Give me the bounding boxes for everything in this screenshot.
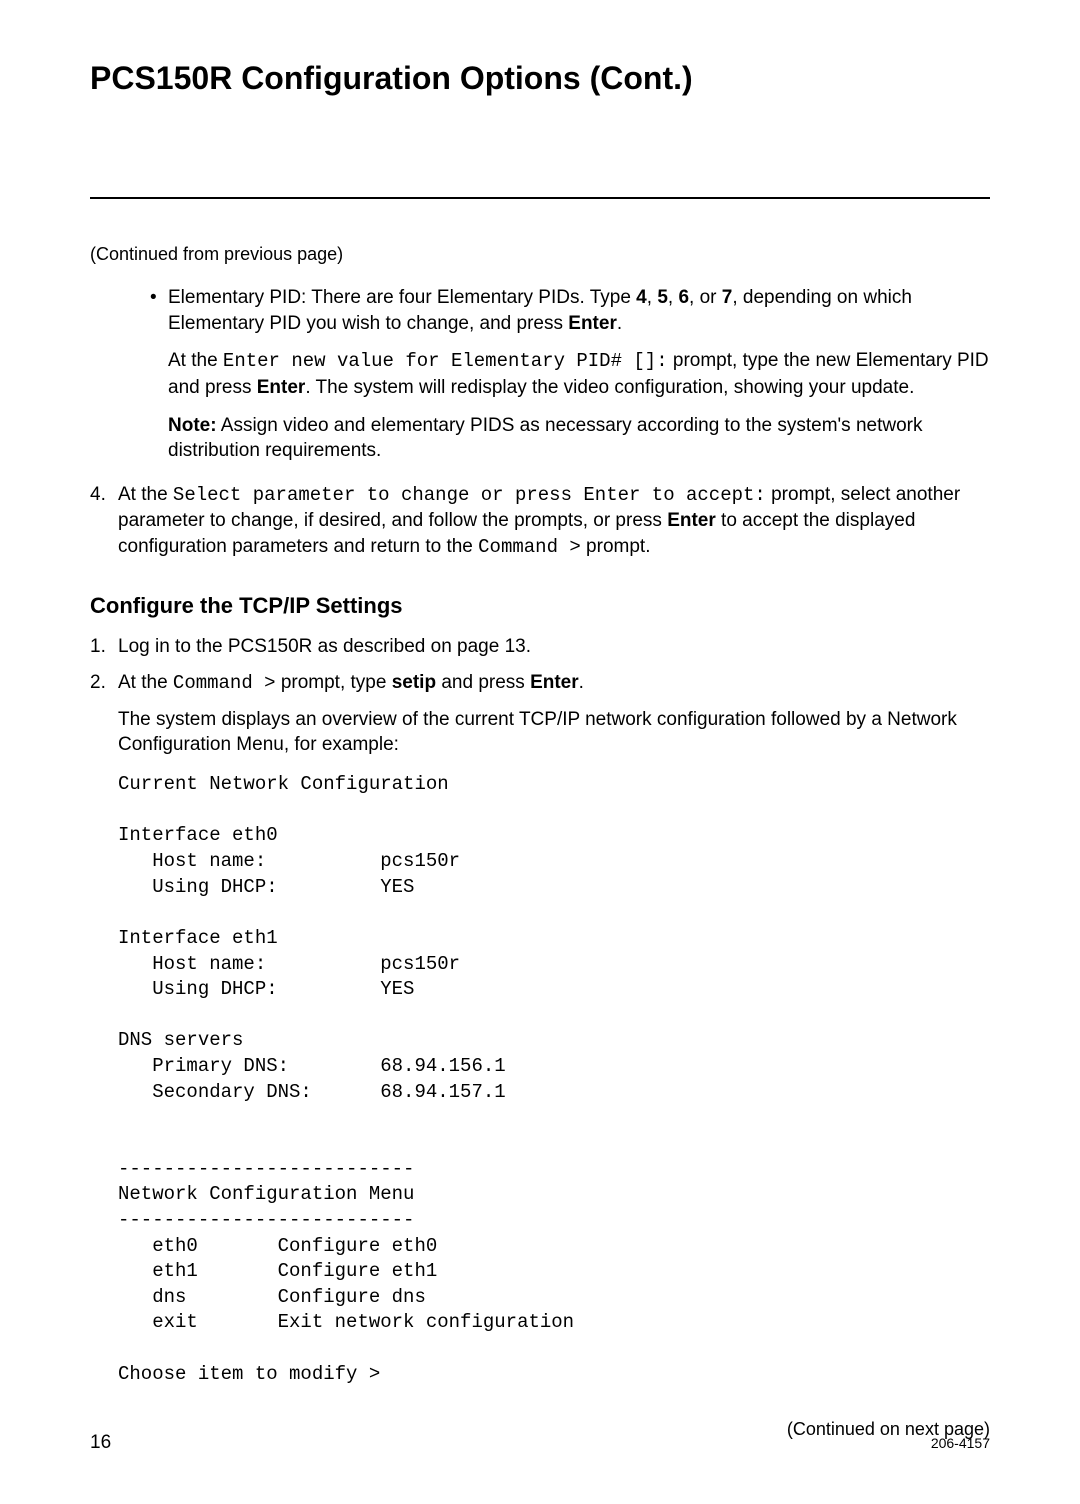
step-4: 4. At the Select parameter to change or … <box>90 482 990 561</box>
bold-7: 7 <box>722 287 733 308</box>
bold-4: 4 <box>636 287 647 308</box>
sub-para-note: Note: Assign video and elementary PIDS a… <box>168 413 990 464</box>
code-command: Command > <box>478 536 581 558</box>
page-footer: 16 206-4157 <box>90 1432 990 1454</box>
text: prompt. <box>581 536 651 557</box>
text: prompt, type <box>276 672 392 693</box>
text: At the <box>168 350 223 371</box>
terminal-output: Current Network Configuration Interface … <box>90 772 990 1387</box>
bullet-elementary-pid: Elementary PID: There are four Elementar… <box>150 285 990 464</box>
bold-enter: Enter <box>530 672 579 693</box>
text: , <box>668 287 679 308</box>
text: and press <box>436 672 530 693</box>
bold-5: 5 <box>657 287 668 308</box>
text: At the <box>118 672 173 693</box>
step-number: 2. <box>90 670 106 696</box>
text: Log in to the PCS150R as described on pa… <box>118 636 531 657</box>
step-number: 4. <box>90 482 106 508</box>
code-prompt: Enter new value for Elementary PID# []: <box>223 350 668 372</box>
tcpip-step-2-follow: The system displays an overview of the c… <box>90 707 990 758</box>
bold-enter: Enter <box>257 377 306 398</box>
tcpip-step-1: 1. Log in to the PCS150R as described on… <box>90 634 990 660</box>
text: , <box>647 287 658 308</box>
text: Elementary PID: There are four Elementar… <box>168 287 636 308</box>
continued-from-label: (Continued from previous page) <box>90 244 990 265</box>
note-label: Note: <box>168 415 217 436</box>
code-select-param: Select parameter to change or press Ente… <box>173 484 766 506</box>
page-number: 16 <box>90 1432 111 1454</box>
sub-para-at-prompt: At the Enter new value for Elementary PI… <box>168 348 990 400</box>
bold-enter: Enter <box>568 313 617 334</box>
text: . <box>617 313 622 334</box>
tcpip-step-2: 2. At the Command > prompt, type setip a… <box>90 670 990 697</box>
text: . The system will redisplay the video co… <box>305 377 914 398</box>
step-number: 1. <box>90 634 106 660</box>
text: At the <box>118 484 173 505</box>
bold-setip: setip <box>392 672 436 693</box>
bold-6: 6 <box>678 287 689 308</box>
document-number: 206-4157 <box>931 1435 990 1451</box>
divider-line <box>90 197 990 199</box>
section-heading-tcpip: Configure the TCP/IP Settings <box>90 591 990 621</box>
bold-enter: Enter <box>667 510 716 531</box>
text: Assign video and elementary PIDS as nece… <box>168 415 922 462</box>
text: . <box>579 672 584 693</box>
content-body: Elementary PID: There are four Elementar… <box>90 285 990 1442</box>
code-command: Command > <box>173 672 276 694</box>
page-title: PCS150R Configuration Options (Cont.) <box>90 60 990 97</box>
bullet-block: Elementary PID: There are four Elementar… <box>90 285 990 464</box>
text: , or <box>689 287 722 308</box>
